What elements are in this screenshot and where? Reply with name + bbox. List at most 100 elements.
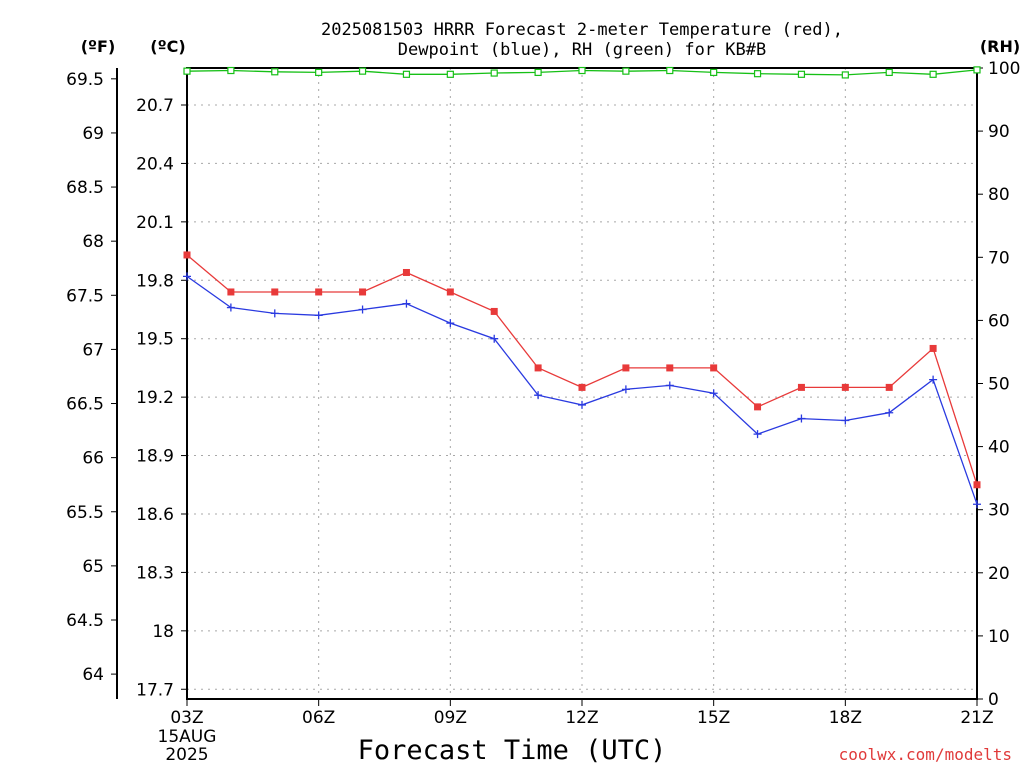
- rh-point: [753, 70, 762, 78]
- temperature-point: [973, 481, 981, 489]
- x-tick-label: 18Z: [829, 708, 862, 728]
- dewpoint-point: [534, 391, 543, 400]
- temperature-point: [578, 383, 586, 391]
- temperature-point: [841, 383, 849, 391]
- temperature-point: [534, 364, 542, 372]
- dewpoint-point: [665, 381, 674, 390]
- chart-title-line-2: Dewpoint (blue), RH (green) for KB#B: [398, 40, 766, 60]
- rh-point: [446, 70, 454, 78]
- fahrenheit-tick-label: 67: [82, 340, 104, 360]
- rh-tick-label: 10: [988, 627, 1010, 647]
- x-tick-label: 03Z: [170, 708, 203, 728]
- temperature-point: [622, 364, 630, 372]
- rh-point: [929, 70, 937, 78]
- dewpoint-point: [446, 319, 455, 328]
- x-axis-title: Forecast Time (UTC): [358, 735, 667, 766]
- fahrenheit-tick-label: 68: [82, 232, 104, 252]
- temperature-point: [359, 288, 367, 296]
- temperature-point: [183, 251, 191, 259]
- dewpoint-point: [490, 334, 499, 343]
- rh-point: [534, 68, 542, 77]
- tick-labels: 64 64.5 65 65.5 66 66.5 67 67.5 68 68.5 69 69.5 17.7…: [66, 59, 1020, 728]
- rh-point: [271, 68, 279, 76]
- celsius-tick-label: 20.7: [136, 96, 174, 116]
- celsius-tick-label: 20.1: [136, 213, 174, 233]
- rh-point: [973, 66, 981, 74]
- rh-tick-label: 60: [988, 311, 1010, 331]
- fahrenheit-tick-label: 66: [82, 449, 104, 469]
- rh-point: [402, 70, 411, 78]
- rh-point: [490, 69, 498, 77]
- fahrenheit-tick-label: 65: [82, 557, 104, 577]
- celsius-tick-label: 19.5: [136, 330, 174, 350]
- fahrenheit-tick-label: 66.5: [66, 395, 104, 415]
- grid-lines: [187, 68, 977, 699]
- celsius-tick-label: 19.8: [136, 271, 174, 291]
- rh-point: [666, 66, 674, 75]
- dewpoint-point: [929, 375, 938, 384]
- rh-tick-label: 90: [988, 122, 1010, 142]
- dewpoint-point: [841, 416, 850, 425]
- rh-tick-label: 70: [988, 248, 1010, 268]
- fahrenheit-tick-label: 68.5: [66, 178, 104, 198]
- fahrenheit-tick-label: 69: [82, 124, 104, 144]
- temperature-point: [490, 307, 498, 315]
- rh-tick-label: 0: [988, 690, 999, 710]
- celsius-tick-label: 18.9: [136, 447, 174, 467]
- rh-point: [622, 67, 630, 75]
- rh-tick-label: 40: [988, 438, 1010, 458]
- rh-unit-label: (RH): [980, 37, 1020, 56]
- temperature-point: [271, 288, 279, 296]
- rh-tick-label: 50: [988, 375, 1010, 395]
- rh-point: [578, 66, 586, 75]
- dewpoint-point: [885, 408, 894, 417]
- temperature-point: [754, 403, 762, 411]
- temperature-point: [402, 268, 410, 276]
- temperature-point: [885, 383, 893, 391]
- dewpoint-point: [314, 311, 323, 320]
- celsius-tick-label: 18: [152, 622, 174, 642]
- chart-title-line-1: 2025081503 HRRR Forecast 2-meter Tempera…: [321, 20, 843, 40]
- x-tick-label: 12Z: [565, 708, 598, 728]
- x-tick-label: 06Z: [302, 708, 335, 728]
- dewpoint-point: [621, 385, 630, 394]
- rh-tick-label: 30: [988, 501, 1010, 521]
- rh-point: [315, 68, 323, 77]
- dewpoint-point: [578, 400, 586, 409]
- x-tick-label: 09Z: [434, 708, 467, 728]
- fahrenheit-tick-label: 64.5: [66, 611, 104, 631]
- celsius-tick-label: 20.4: [136, 154, 174, 174]
- dewpoint-point: [226, 303, 235, 312]
- rh-tick-label: 80: [988, 185, 1010, 205]
- x-tick-label: 15Z: [697, 708, 730, 728]
- dewpoint-point: [973, 500, 981, 509]
- fahrenheit-tick-label: 65.5: [66, 503, 104, 523]
- rh-point: [358, 67, 367, 75]
- rh-point: [885, 68, 893, 77]
- fahrenheit-tick-label: 64: [82, 665, 104, 685]
- celsius-tick-label: 18.3: [136, 563, 174, 583]
- celsius-unit-label: (ºC): [150, 37, 185, 56]
- fahrenheit-tick-label: 69.5: [66, 70, 104, 90]
- celsius-tick-label: 18.6: [136, 505, 174, 525]
- dewpoint-point: [753, 430, 762, 439]
- dewpoint-point: [358, 305, 367, 314]
- dewpoint-point: [797, 414, 806, 423]
- temperature-point: [227, 288, 235, 296]
- fahrenheit-tick-label: 67.5: [66, 286, 104, 306]
- data-series: [183, 66, 981, 509]
- rh-tick-label: 100: [988, 59, 1020, 79]
- rh-point: [841, 71, 849, 79]
- dewpoint-point: [709, 389, 718, 398]
- credit-link[interactable]: coolwx.com/modelts: [839, 745, 1012, 764]
- celsius-tick-label: 17.7: [136, 680, 174, 700]
- rh-point: [710, 68, 718, 77]
- rh-point: [797, 70, 806, 78]
- dewpoint-point: [270, 309, 279, 318]
- temperature-point: [797, 383, 805, 391]
- x-date-label-year: 2025: [165, 745, 208, 765]
- x-date-label-day: 15AUG: [158, 727, 217, 747]
- rh-point: [227, 66, 235, 75]
- temperature-point: [929, 344, 937, 352]
